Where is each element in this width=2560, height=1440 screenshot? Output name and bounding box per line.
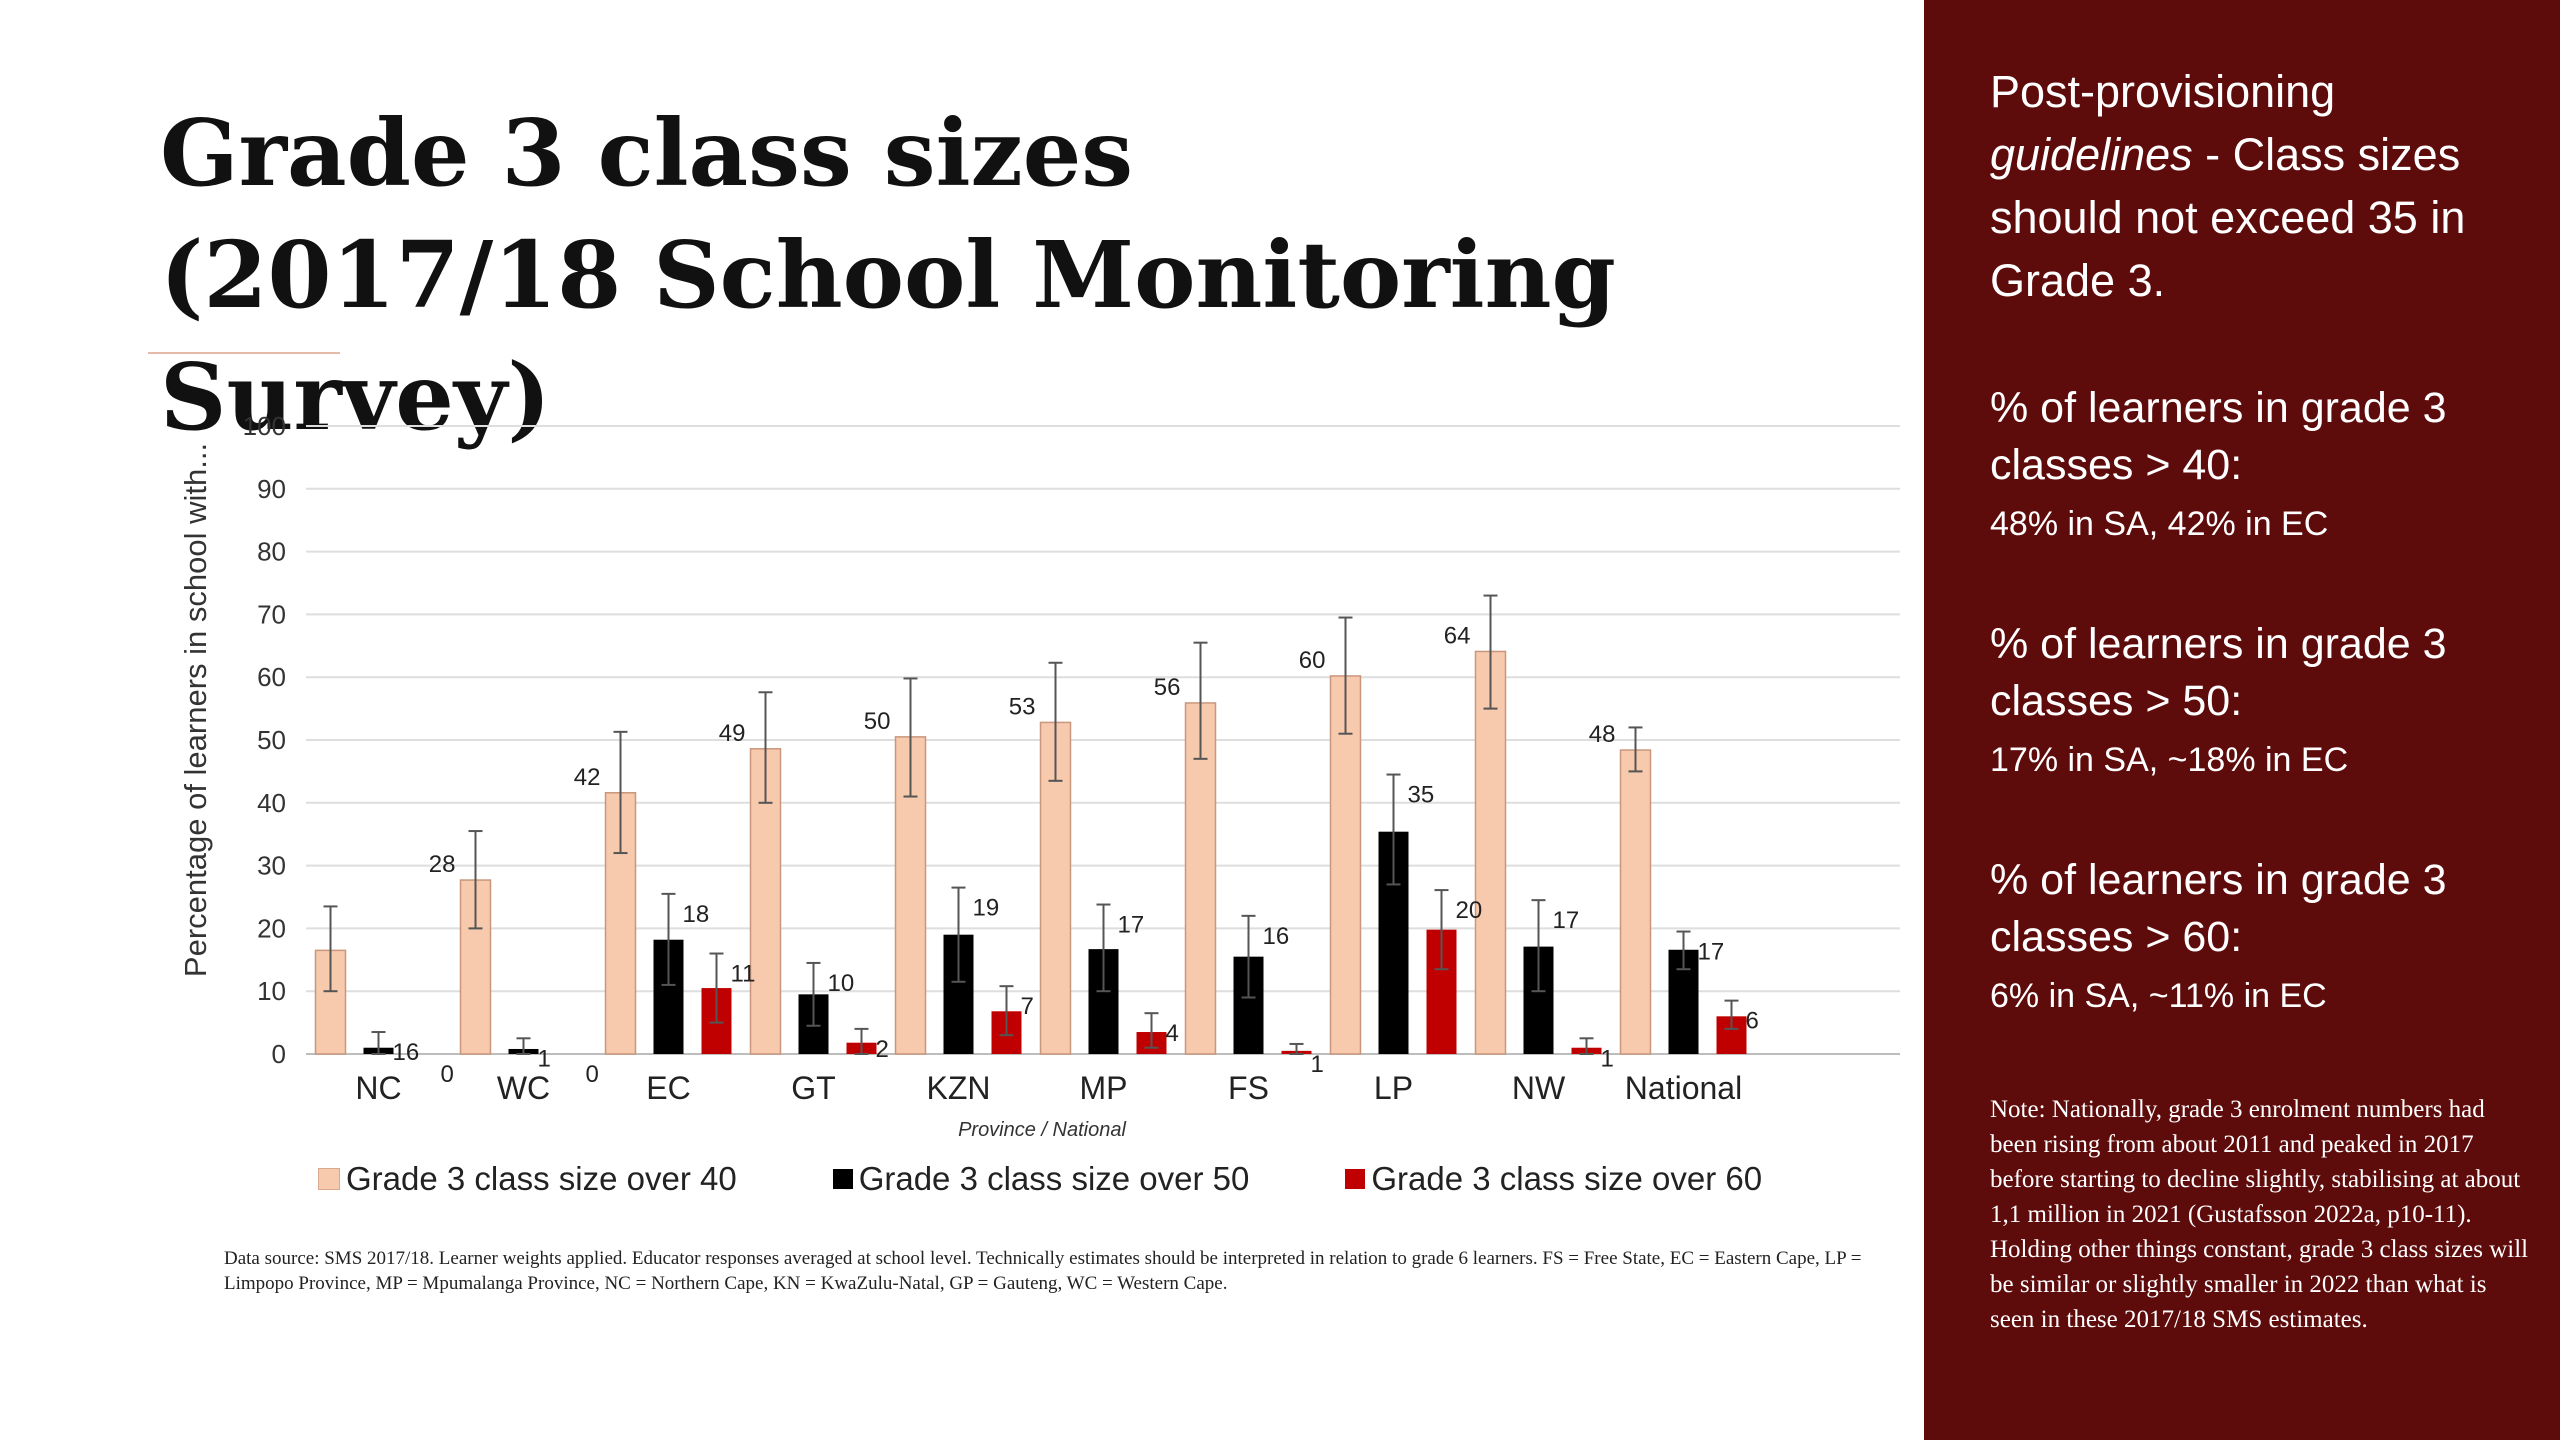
stat-value: 6% in SA, ~11% in EC xyxy=(1990,977,2327,1015)
data-label: 16 xyxy=(1263,923,1290,950)
x-tick-label: LP xyxy=(1374,1070,1413,1106)
y-axis-ticks: 0 10 20 30 40 50 60 70 80 90 100 xyxy=(243,411,286,1069)
bar-over-40-lp xyxy=(1329,675,1362,1055)
data-label: 6 xyxy=(1746,1008,1759,1035)
stat-heading: % of learners in grade 3 classes > 40: xyxy=(1990,384,2447,489)
x-tick-label: GT xyxy=(791,1070,835,1106)
data-label: 7 xyxy=(1021,993,1034,1020)
y-tick-label: 80 xyxy=(257,537,286,567)
data-label: 49 xyxy=(719,720,746,747)
sidebar-note: Note: Nationally, grade 3 enrolment numb… xyxy=(1990,1096,2529,1333)
x-tick-label: EC xyxy=(646,1070,690,1106)
x-tick-label: NW xyxy=(1512,1070,1566,1106)
y-tick-label: 30 xyxy=(257,851,286,881)
bar-over-40-national xyxy=(1619,749,1652,1055)
x-axis-ticks: NC WC EC GT KZN MP FS LP NW National xyxy=(355,1070,1742,1106)
title-underline xyxy=(148,352,340,354)
data-label: 56 xyxy=(1154,674,1181,701)
data-label: 42 xyxy=(574,764,601,791)
data-label: 19 xyxy=(973,895,1000,922)
stat-over-40: % of learners in grade 3 classes > 40: 4… xyxy=(1990,380,2510,548)
data-label: 20 xyxy=(1456,897,1483,924)
intro-text-b: - Class sizes should not exceed 35 in Gr… xyxy=(1990,129,2466,306)
intro-text-a: Post-provisioning xyxy=(1990,66,2336,117)
y-tick-label: 50 xyxy=(257,725,286,755)
bar-over-40-fs xyxy=(1184,702,1217,1055)
stat-over-50: % of learners in grade 3 classes > 50: 1… xyxy=(1990,616,2510,784)
y-tick-label: 100 xyxy=(243,411,286,441)
info-sidebar: Post-provisioning guidelines - Class size… xyxy=(1924,0,2560,1440)
data-label: 17 xyxy=(1553,907,1580,934)
sidebar-intro: Post-provisioning guidelines - Class size… xyxy=(1990,60,2510,312)
data-label: 4 xyxy=(1166,1020,1179,1047)
legend-label-over-60: Grade 3 class size over 60 xyxy=(1371,1160,1763,1197)
data-label: 16 xyxy=(393,1039,420,1066)
legend-swatch-over-40 xyxy=(318,1168,340,1190)
bar-over-40-nw xyxy=(1474,650,1507,1055)
data-label: 1 xyxy=(1601,1045,1614,1072)
data-label: 2 xyxy=(876,1036,889,1063)
data-label: 18 xyxy=(683,901,710,928)
legend-item-over-60: Grade 3 class size over 60 xyxy=(1345,1160,1762,1198)
slide-title: Grade 3 class sizes (2017/18 School Moni… xyxy=(160,92,1920,458)
data-label: 10 xyxy=(828,970,855,997)
data-label: 50 xyxy=(864,708,891,735)
legend-item-over-50: Grade 3 class size over 50 xyxy=(832,1160,1250,1198)
x-tick-label: FS xyxy=(1228,1070,1269,1106)
stat-value: 48% in SA, 42% in EC xyxy=(1990,505,2329,543)
data-label: 35 xyxy=(1408,782,1435,809)
y-tick-label: 40 xyxy=(257,788,286,818)
chart-legend: Grade 3 class size over 40 Grade 3 class… xyxy=(318,1160,1762,1198)
y-tick-label: 70 xyxy=(257,599,286,629)
chart-error-bars xyxy=(323,594,1739,1055)
data-label: 17 xyxy=(1698,939,1725,966)
y-tick-label: 10 xyxy=(257,976,286,1006)
data-label: 60 xyxy=(1299,647,1326,674)
x-tick-label: NC xyxy=(355,1070,401,1106)
title-line-1: Grade 3 class sizes xyxy=(160,99,1134,207)
data-source-note: Data source: SMS 2017/18. Learner weight… xyxy=(224,1248,1862,1294)
y-tick-label: 20 xyxy=(257,913,286,943)
data-label: 64 xyxy=(1444,622,1471,649)
x-tick-label: WC xyxy=(497,1070,550,1106)
chart-bars xyxy=(314,650,1747,1055)
x-tick-label: KZN xyxy=(927,1070,991,1106)
x-axis-label: Province / National xyxy=(958,1119,1126,1141)
legend-label-over-50: Grade 3 class size over 50 xyxy=(858,1160,1250,1197)
y-axis-label: Percentage of learners in school with... xyxy=(178,443,213,977)
x-tick-label: MP xyxy=(1080,1070,1128,1106)
data-label: 11 xyxy=(731,961,756,988)
data-label: 28 xyxy=(429,851,456,878)
data-label: 0 xyxy=(586,1061,599,1088)
intro-italic: guidelines xyxy=(1990,129,2193,180)
bar-over-40-kzn xyxy=(894,736,927,1055)
bar-over-40-gt xyxy=(749,748,782,1055)
data-label: 17 xyxy=(1118,912,1145,939)
data-label: 0 xyxy=(441,1061,454,1088)
stat-value: 17% in SA, ~18% in EC xyxy=(1990,741,2349,779)
legend-item-over-40: Grade 3 class size over 40 xyxy=(318,1160,737,1198)
legend-swatch-over-60 xyxy=(1345,1169,1366,1189)
y-tick-label: 0 xyxy=(272,1039,286,1069)
y-tick-label: 90 xyxy=(257,474,286,504)
x-tick-label: National xyxy=(1625,1070,1742,1106)
stat-heading: % of learners in grade 3 classes > 50: xyxy=(1990,620,2447,725)
y-tick-label: 60 xyxy=(257,662,286,692)
stat-heading: % of learners in grade 3 classes > 60: xyxy=(1990,856,2447,961)
data-label: 48 xyxy=(1589,721,1616,748)
data-label: 1 xyxy=(1311,1051,1324,1078)
title-line-2: (2017/18 School Monitoring Survey) xyxy=(160,221,1616,451)
data-label: 53 xyxy=(1009,693,1036,720)
legend-swatch-over-50 xyxy=(832,1169,853,1189)
data-label: 1 xyxy=(538,1045,551,1072)
legend-label-over-40: Grade 3 class size over 40 xyxy=(346,1160,737,1197)
stat-over-60: % of learners in grade 3 classes > 60: 6… xyxy=(1990,852,2510,1020)
